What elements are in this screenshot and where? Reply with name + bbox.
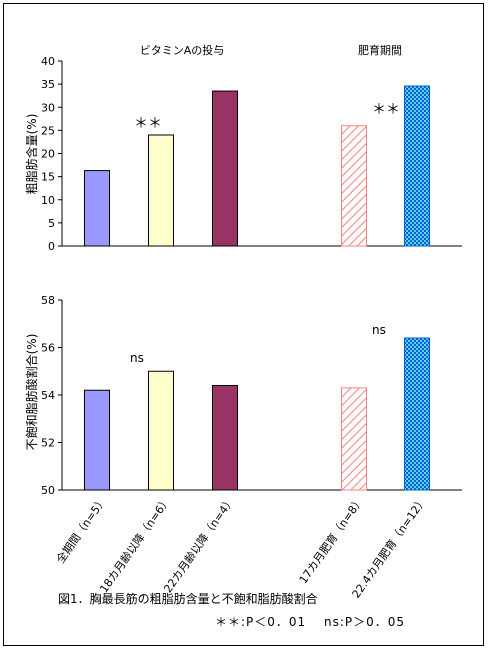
bottom-bar-1	[84, 389, 110, 491]
bottom-significance-2: ns	[372, 323, 386, 337]
bottom-y-tick-label: 54	[41, 389, 55, 402]
bottom-bars-group	[84, 337, 430, 491]
x-tick-label-4: 17カ月肥育（n=8）	[296, 494, 367, 587]
group-label-fattening-period: 肥育期間	[358, 43, 402, 57]
top-significance-1: ＊＊	[134, 116, 162, 132]
top-significance-2: ＊＊	[372, 102, 400, 118]
x-labels-group: 全期間（n=5）18カ月齢以降（n=6）22カ月齢以降（n=4） 17カ月肥育（n…	[53, 494, 429, 601]
top-y-tick-label: 10	[41, 194, 55, 207]
bottom-bar-5	[404, 337, 430, 491]
bottom-y-tick-label: 52	[41, 437, 55, 450]
bottom-y-tick-label: 58	[41, 294, 55, 307]
top-y-tick-label: 25	[41, 124, 55, 137]
x-tick-label-1: 全期間（n=5）	[53, 494, 109, 566]
bottom-bar-4	[341, 387, 367, 491]
top-bar-5	[404, 85, 430, 247]
top-y-tick-label: 15	[41, 171, 55, 184]
significance-note: ＊＊:P＜0．01 ns:P＞0．05	[215, 615, 406, 629]
top-bar-1	[84, 170, 110, 247]
bottom-y-tick-label: 56	[41, 342, 55, 355]
top-bar-3	[212, 90, 238, 247]
figure-caption: 図1．胸最長筋の粗脂肪含量と不飽和脂肪酸割合	[58, 592, 318, 606]
top-y-axis-label: 粗脂肪含量(%)	[24, 114, 39, 195]
top-y-tick-label: 40	[41, 55, 55, 68]
top-y-tick-label: 30	[41, 101, 55, 114]
bottom-axis-group: 50 52 54 56 58	[41, 294, 462, 497]
bottom-y-tick-label: 50	[41, 484, 55, 497]
x-tick-label-3: 22カ月齢以降（n=4）	[160, 494, 237, 596]
top-y-tick-label: 20	[41, 148, 55, 161]
bottom-bar-2	[148, 370, 174, 491]
top-bars-group	[84, 85, 430, 247]
top-bar-2	[148, 134, 174, 247]
x-tick-label-2: 18カ月齢以降（n=6）	[96, 494, 173, 596]
figure-frame	[3, 3, 484, 646]
top-bar-4	[341, 125, 367, 247]
top-y-tick-label: 35	[41, 78, 55, 91]
top-y-tick-label: 5	[48, 217, 55, 230]
top-axis-group: 0 5 10 15 20 25 30 35 40	[41, 55, 462, 253]
bottom-bar-3	[212, 385, 238, 491]
bottom-y-axis-label: 不飽和脂肪酸割合(%)	[24, 334, 39, 451]
top-y-tick-label: 0	[48, 240, 55, 253]
bottom-significance-1: ns	[130, 351, 144, 365]
group-label-vitamin-a: ビタミンAの投与	[140, 43, 225, 57]
x-tick-label-5: 22.4カ月肥育（n=12）	[349, 494, 430, 601]
